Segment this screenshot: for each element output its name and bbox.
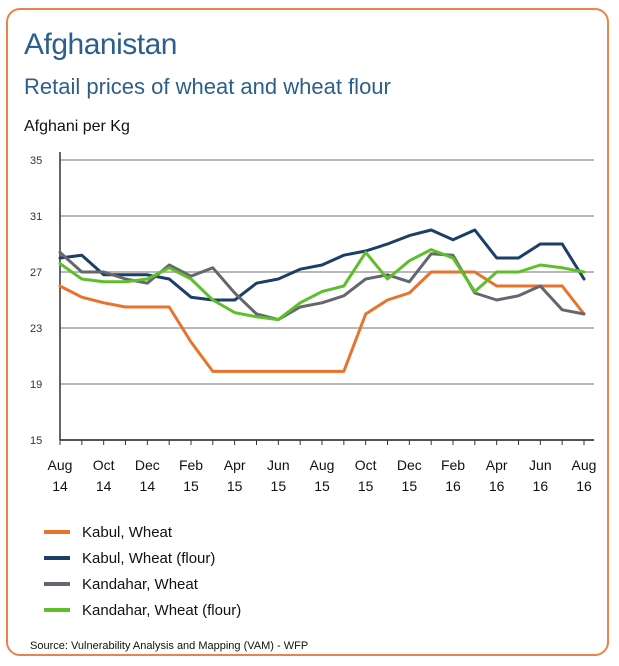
x-tick-label: Feb	[441, 457, 465, 473]
chart-subtitle: Retail prices of wheat and wheat flour	[24, 74, 391, 99]
legend-swatch	[44, 556, 70, 560]
legend-label: Kabul, Wheat	[82, 523, 173, 541]
series-line-kabul-wheat-flour	[58, 228, 586, 302]
x-tick-label: Aug	[48, 457, 73, 473]
series-line-kandahar-wheat	[58, 250, 586, 322]
x-tick-label: Apr	[486, 457, 508, 473]
x-tick-label: Oct	[355, 457, 377, 473]
x-tick-label: Feb	[179, 457, 203, 473]
y-tick-label: 19	[30, 379, 42, 391]
x-tick-label: 15	[271, 478, 287, 494]
legend-label: Kandahar, Wheat	[82, 575, 198, 593]
legend-swatch	[44, 530, 70, 534]
legend-swatch	[44, 608, 70, 612]
legend-swatch	[44, 582, 70, 586]
y-tick-label: 23	[30, 323, 42, 335]
x-tick-label: Jun	[267, 457, 290, 473]
legend-item: Kabul, Wheat (flour)	[44, 545, 241, 571]
y-tick-label: 35	[30, 155, 42, 167]
source-note: Source: Vulnerability Analysis and Mappi…	[30, 640, 309, 652]
x-tick-label: 14	[52, 478, 68, 494]
x-tick-label: 15	[227, 478, 243, 494]
legend-item: Kandahar, Wheat	[44, 571, 241, 597]
x-tick-label: 16	[445, 478, 461, 494]
legend-item: Kabul, Wheat	[44, 519, 241, 545]
x-tick-label: Oct	[93, 457, 115, 473]
x-tick-label: Dec	[397, 457, 422, 473]
legend-label: Kabul, Wheat (flour)	[82, 549, 216, 567]
chart-card	[6, 8, 609, 656]
y-tick-label: 31	[30, 211, 42, 223]
x-tick-label: Aug	[310, 457, 335, 473]
legend-label: Kandahar, Wheat (flour)	[82, 601, 242, 619]
x-tick-label: Aug	[572, 457, 597, 473]
x-tick-label: 15	[358, 478, 374, 494]
series-line-kabul-wheat	[58, 270, 586, 373]
series-line-kandahar-wheat-flour	[58, 248, 586, 322]
x-tick-label: 15	[402, 478, 418, 494]
y-tick-label: 15	[30, 435, 42, 447]
y-tick-label: 27	[30, 267, 42, 279]
x-tick-label: 14	[96, 478, 112, 494]
line-chart: 15 19 23 27 31 35 Aug 14 Oct 14 Dec 14 Feb 15 Apr 15 Jun…	[30, 152, 597, 494]
page-title: Afghanistan	[24, 28, 177, 61]
x-tick-label: Dec	[135, 457, 160, 473]
x-tick-label: 14	[140, 478, 156, 494]
x-tick-label: 16	[489, 478, 505, 494]
chart-legend: Kabul, Wheat Kabul, Wheat (flour) Kandahar…	[44, 519, 241, 623]
legend-item: Kandahar, Wheat (flour)	[44, 597, 241, 623]
y-axis-unit-label: Afghani per Kg	[24, 118, 130, 135]
x-tick-label: Apr	[224, 457, 246, 473]
x-tick-label: Jun	[529, 457, 552, 473]
x-tick-label: 15	[314, 478, 330, 494]
x-tick-label: 16	[576, 478, 592, 494]
x-tick-label: 15	[183, 478, 199, 494]
x-tick-label: 16	[533, 478, 549, 494]
